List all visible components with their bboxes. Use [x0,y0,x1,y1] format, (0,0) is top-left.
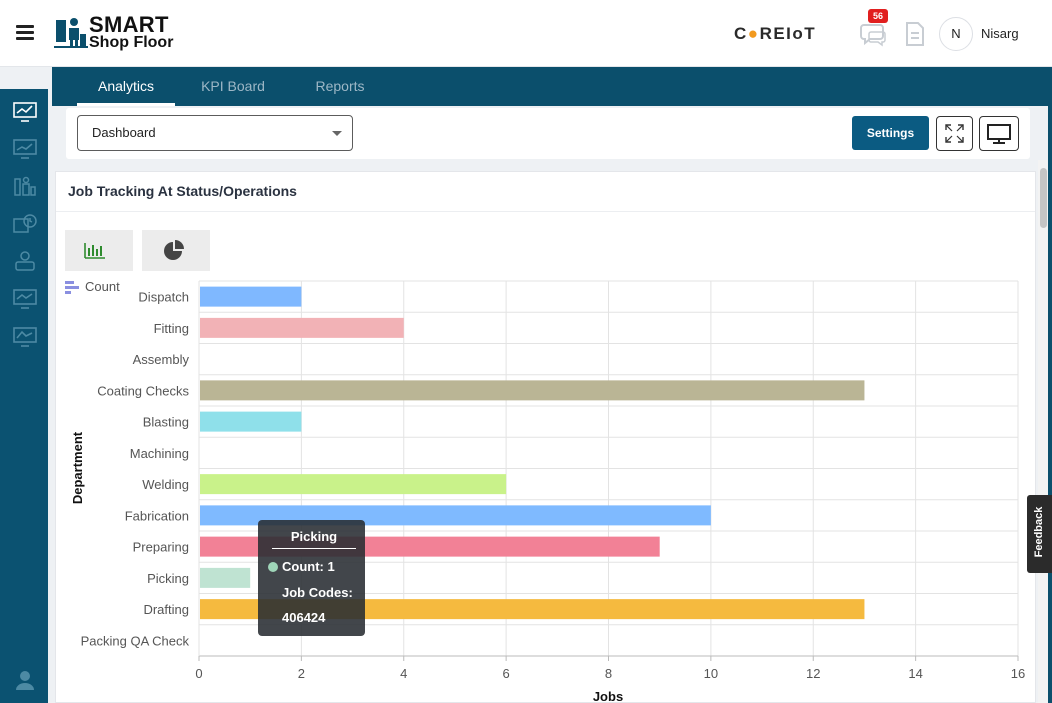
feedback-label: Feedback [1033,506,1045,558]
y-axis-title: Department [70,431,85,504]
operator-icon[interactable] [13,250,37,272]
chart-tooltip: Picking Count: 1 Job Codes: 406424 [258,520,365,636]
sidebar-top-gap [0,67,48,89]
legend-icon-bar1 [65,281,74,284]
y-tick-label: Picking [147,571,189,586]
x-tick-label: 0 [195,666,202,681]
fullscreen-button[interactable] [936,116,973,151]
pie-chart-icon [164,240,184,260]
logo-line2: Shop Floor [89,34,174,51]
logo-icon [54,18,88,48]
scrollbar-thumb[interactable] [1040,168,1047,228]
tab-reports[interactable]: Reports [315,78,365,94]
brand-o: ● [747,24,760,43]
brand-post: REIoT [759,24,817,43]
tooltip-codes-label: Job Codes: [282,585,353,600]
y-tick-label: Fabrication [125,508,189,523]
tooltip-title: Picking [272,529,356,549]
control-bar: Dashboard Settings [66,108,1030,159]
tab-bar: Analytics KPI Board Reports [52,67,1048,106]
user-profile-icon[interactable] [13,669,37,691]
monitor-chart-icon[interactable] [13,101,37,123]
y-tick-label: Machining [130,446,189,461]
right-edge [1048,67,1052,703]
document-icon[interactable] [904,21,926,47]
x-tick-label: 2 [298,666,305,681]
bar-blasting [200,411,302,432]
dashboard-select-value: Dashboard [92,125,156,140]
y-tick-label: Welding [142,477,189,492]
chat-icon[interactable] [858,20,888,48]
y-tick-label: Fitting [154,321,189,336]
card-title: Job Tracking At Status/Operations [68,183,297,199]
bar-dispatch [200,286,302,307]
sidebar [0,89,48,703]
bar-chart-view-button[interactable] [65,230,133,271]
x-tick-label: 10 [704,666,718,681]
dashboard-select[interactable]: Dashboard [77,115,353,151]
bar-welding [200,474,507,495]
tooltip-count: Count: 1 [282,559,335,574]
display-mode-button[interactable] [979,116,1019,151]
y-tick-label: Dispatch [138,290,189,305]
x-axis-title: Jobs [593,689,623,703]
x-tick-label: 12 [806,666,820,681]
tooltip-codes-value: 406424 [282,610,326,625]
bar-fitting [200,317,404,338]
x-tick-label: 14 [908,666,922,681]
tab-analytics[interactable]: Analytics [77,67,175,106]
bar-coating-checks [200,380,865,401]
legend-icon-bar2 [65,286,79,289]
bar-chart-icon [84,243,105,259]
calendar-clock-icon[interactable] [13,213,37,235]
menu-icon[interactable] [16,25,34,41]
brand-logo: C●REIoT [734,24,816,44]
brand-pre: C [734,24,748,43]
monitor-report-icon[interactable] [13,288,37,310]
chevron-down-icon [332,131,342,136]
settings-button[interactable]: Settings [852,116,929,150]
user-name[interactable]: Nisarg [981,26,1019,41]
expand-icon [945,124,964,143]
x-tick-label: 16 [1011,666,1025,681]
bar-drafting [200,599,865,620]
y-tick-label: Assembly [133,352,190,367]
monitor-trend-icon[interactable] [13,138,37,160]
legend-label: Count [85,279,120,294]
y-tick-label: Coating Checks [97,383,189,398]
x-tick-label: 8 [605,666,612,681]
y-tick-label: Blasting [143,415,189,430]
pie-chart-view-button[interactable] [142,230,210,271]
card-divider [56,211,1035,212]
top-bar: SMART Shop Floor C●REIoT 56 N Nisarg [0,0,1052,67]
x-tick-label: 6 [503,666,510,681]
x-tick-label: 4 [400,666,407,681]
tab-kpi-board[interactable]: KPI Board [201,78,265,94]
logo-line1: SMART [89,12,169,37]
legend-icon-bar3 [65,291,71,294]
y-tick-label: Packing QA Check [81,633,190,648]
user-avatar[interactable]: N [939,17,973,51]
app-logo-text: SMART Shop Floor [89,14,173,51]
y-tick-label: Drafting [143,602,189,617]
bar-picking [200,567,251,588]
monitor-icon [987,124,1011,144]
feedback-tab[interactable]: Feedback [1027,495,1052,573]
notification-badge: 56 [868,9,889,23]
workers-icon[interactable] [13,175,37,197]
tooltip-series-dot [268,562,278,572]
y-tick-label: Preparing [133,540,189,555]
monitor-kpi-icon[interactable] [13,326,37,348]
